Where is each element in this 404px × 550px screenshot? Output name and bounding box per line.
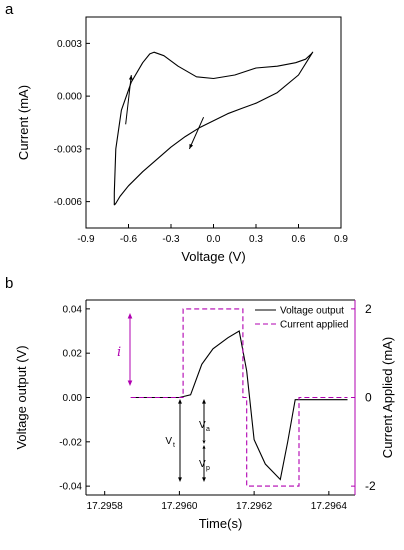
x-tick-label: -0.6 [120,234,138,245]
current-amplitude-label: i [117,345,121,360]
y-tick-label: 0.04 [63,304,83,315]
cv-curve [113,51,314,206]
y2-tick-label: 2 [365,302,372,316]
legend-label-voltage: Voltage output [280,306,344,317]
y-axis-label: Voltage output (V) [14,345,29,449]
vt-label: V [165,436,172,447]
x-axis-label: Time(s) [199,516,243,531]
y-tick-label: 0.00 [63,393,83,404]
panel-b: b 17.2958 17.2960 17.2962 17.2964 -0.04 -0.02 0… [5,275,395,531]
va-arrowhead-bottom [202,440,206,444]
y-tick-label: 0.000 [57,92,82,103]
va-subscript: a [206,426,210,433]
y-tick-label: 0.02 [63,349,83,360]
y-axis-label: Current (mA) [16,85,31,160]
x-tick-label: -0.9 [77,234,95,245]
x-axis-label: Voltage (V) [181,249,245,264]
scan-direction-arrow [188,117,205,150]
x-tick-label: 17.2964 [311,501,348,512]
voltage-output-line [130,330,348,481]
legend-label-current: Current applied [280,320,348,331]
y-tick-label: -0.003 [54,144,83,155]
x-tick-label: 0.6 [292,234,306,245]
panel-a: a -0.9 -0.6 -0.3 0.0 0.3 0.6 0.9 -0.006 -0.003 0.0… [5,1,348,264]
vt-subscript: t [173,442,175,449]
scan-direction-arrowhead [128,75,133,80]
y-tick-label: -0.006 [54,197,83,208]
x-tick-label: 0.3 [249,234,263,245]
x-tick-label: 17.2960 [161,501,198,512]
vp-label: V [199,459,206,470]
x-tick-label: 0.9 [334,234,348,245]
va-arrowhead-top [202,399,206,404]
y-tick-label: -0.02 [59,437,82,448]
vp-arrowhead-bottom [202,477,206,482]
x-tick-label: 0.0 [207,234,221,245]
y2-tick-label: 0 [365,391,372,405]
y2-tick-label: -2 [365,479,376,493]
x-tick-label: 17.2962 [236,501,273,512]
current-applied-line [130,308,348,487]
x-tick-label: -0.3 [162,234,180,245]
va-label: V [199,420,206,431]
scan-direction-arrow [125,74,132,125]
vp-arrowhead-top [202,445,206,449]
vp-subscript: p [206,465,210,472]
panel-label-b: b [5,275,13,292]
current-arrowhead-top [127,313,133,319]
scan-direction-arrowhead [189,143,194,149]
y-tick-label: -0.04 [59,482,82,493]
y-tick-label: 0.003 [57,39,82,50]
vt-arrowhead-bottom [178,477,182,482]
current-arrowhead-bottom [127,380,133,386]
panel-label-a: a [5,1,14,18]
y2-axis-label: Current Applied (mA) [380,337,395,458]
x-tick-label: 17.2958 [87,501,124,512]
vt-arrowhead-top [178,399,182,404]
plot-frame-a [85,16,342,229]
legend: Voltage output Current applied [255,306,348,331]
